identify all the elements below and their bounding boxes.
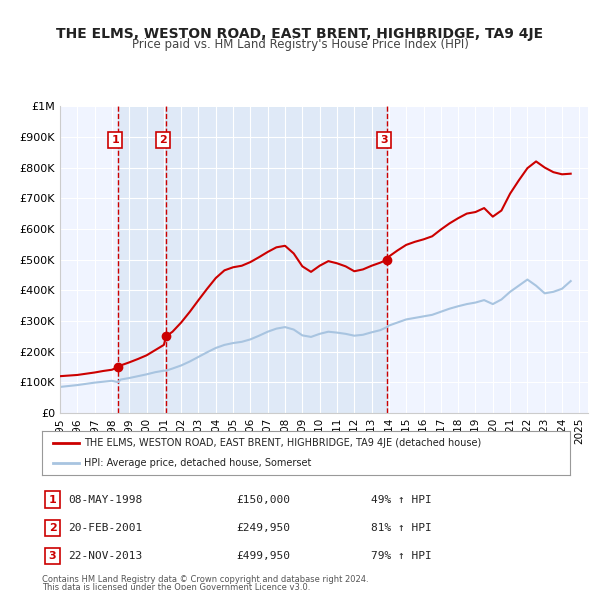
Text: 79% ↑ HPI: 79% ↑ HPI xyxy=(371,551,431,561)
Text: Price paid vs. HM Land Registry's House Price Index (HPI): Price paid vs. HM Land Registry's House … xyxy=(131,38,469,51)
Text: 1: 1 xyxy=(111,135,119,145)
Text: £499,950: £499,950 xyxy=(237,551,291,561)
Text: 81% ↑ HPI: 81% ↑ HPI xyxy=(371,523,431,533)
Text: THE ELMS, WESTON ROAD, EAST BRENT, HIGHBRIDGE, TA9 4JE: THE ELMS, WESTON ROAD, EAST BRENT, HIGHB… xyxy=(56,27,544,41)
Bar xyxy=(166,106,387,413)
Text: 49% ↑ HPI: 49% ↑ HPI xyxy=(371,494,431,504)
Text: Contains HM Land Registry data © Crown copyright and database right 2024.: Contains HM Land Registry data © Crown c… xyxy=(42,575,368,584)
Bar xyxy=(118,106,166,413)
Text: HPI: Average price, detached house, Somerset: HPI: Average price, detached house, Some… xyxy=(84,458,311,467)
Text: 2: 2 xyxy=(159,135,167,145)
Text: £249,950: £249,950 xyxy=(237,523,291,533)
Text: 22-NOV-2013: 22-NOV-2013 xyxy=(68,551,142,561)
Text: 2: 2 xyxy=(49,523,56,533)
Text: £150,000: £150,000 xyxy=(237,494,291,504)
Text: THE ELMS, WESTON ROAD, EAST BRENT, HIGHBRIDGE, TA9 4JE (detached house): THE ELMS, WESTON ROAD, EAST BRENT, HIGHB… xyxy=(84,438,481,448)
Text: 3: 3 xyxy=(380,135,388,145)
Text: 20-FEB-2001: 20-FEB-2001 xyxy=(68,523,142,533)
Text: 08-MAY-1998: 08-MAY-1998 xyxy=(68,494,142,504)
Text: This data is licensed under the Open Government Licence v3.0.: This data is licensed under the Open Gov… xyxy=(42,583,310,590)
Text: 3: 3 xyxy=(49,551,56,561)
Text: 1: 1 xyxy=(49,494,56,504)
